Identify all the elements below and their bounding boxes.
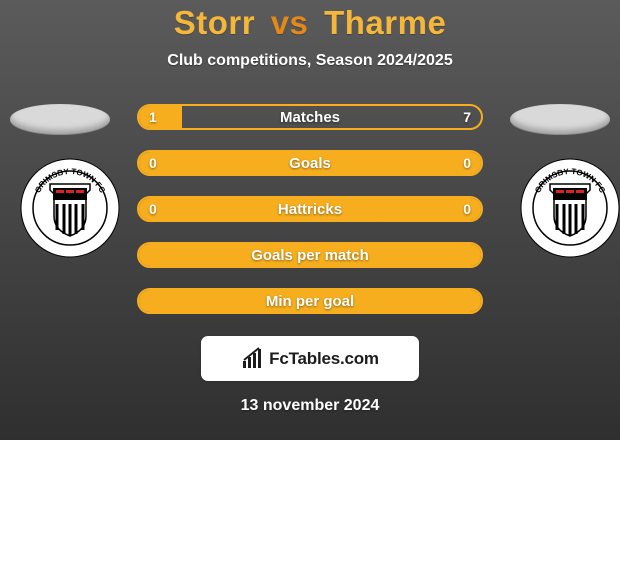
stat-left-value: 0: [149, 155, 157, 171]
brand-box[interactable]: FcTables.com: [201, 336, 419, 381]
stat-bar: 0 Hattricks 0: [137, 196, 483, 222]
player-a-photo: [10, 104, 110, 134]
vs-text: vs: [271, 4, 309, 41]
stat-left-value: 1: [149, 109, 157, 125]
stat-label: Matches: [280, 109, 340, 126]
stat-bars: 1 Matches 7 0 Goals 0 0 Hattricks 0 Goal…: [137, 104, 483, 314]
club-crest-icon: GRIMSBY TOWN FC: [520, 158, 620, 258]
stat-bar: 0 Goals 0: [137, 150, 483, 176]
fctables-logo-icon: [241, 347, 265, 371]
stat-right-value: 7: [463, 109, 471, 125]
comparison-card: Storr vs Tharme Club competitions, Seaso…: [0, 0, 620, 440]
stat-bar: Min per goal: [137, 288, 483, 314]
player-b-photo: [510, 104, 610, 134]
brand-name: FcTables.com: [269, 349, 379, 369]
stat-left-value: 0: [149, 201, 157, 217]
stat-label: Goals: [289, 155, 331, 172]
stat-right-value: 0: [463, 155, 471, 171]
player-a-name: Storr: [174, 4, 255, 41]
date-text: 13 november 2024: [241, 397, 380, 415]
stat-bar: Goals per match: [137, 242, 483, 268]
club-b-logo: GRIMSBY TOWN FC: [520, 158, 620, 258]
stat-label: Goals per match: [251, 247, 369, 264]
stat-fill: [139, 106, 182, 128]
stat-right-value: 0: [463, 201, 471, 217]
subtitle: Club competitions, Season 2024/2025: [167, 52, 452, 70]
stat-label: Hattricks: [278, 201, 342, 218]
page-title: Storr vs Tharme: [174, 4, 447, 42]
stat-label: Min per goal: [266, 293, 354, 310]
stats-area: GRIMSBY TOWN FC: [0, 104, 620, 314]
stat-bar: 1 Matches 7: [137, 104, 483, 130]
club-crest-icon: GRIMSBY TOWN FC: [20, 158, 120, 258]
player-b-name: Tharme: [324, 4, 446, 41]
club-a-logo: GRIMSBY TOWN FC: [20, 158, 120, 258]
